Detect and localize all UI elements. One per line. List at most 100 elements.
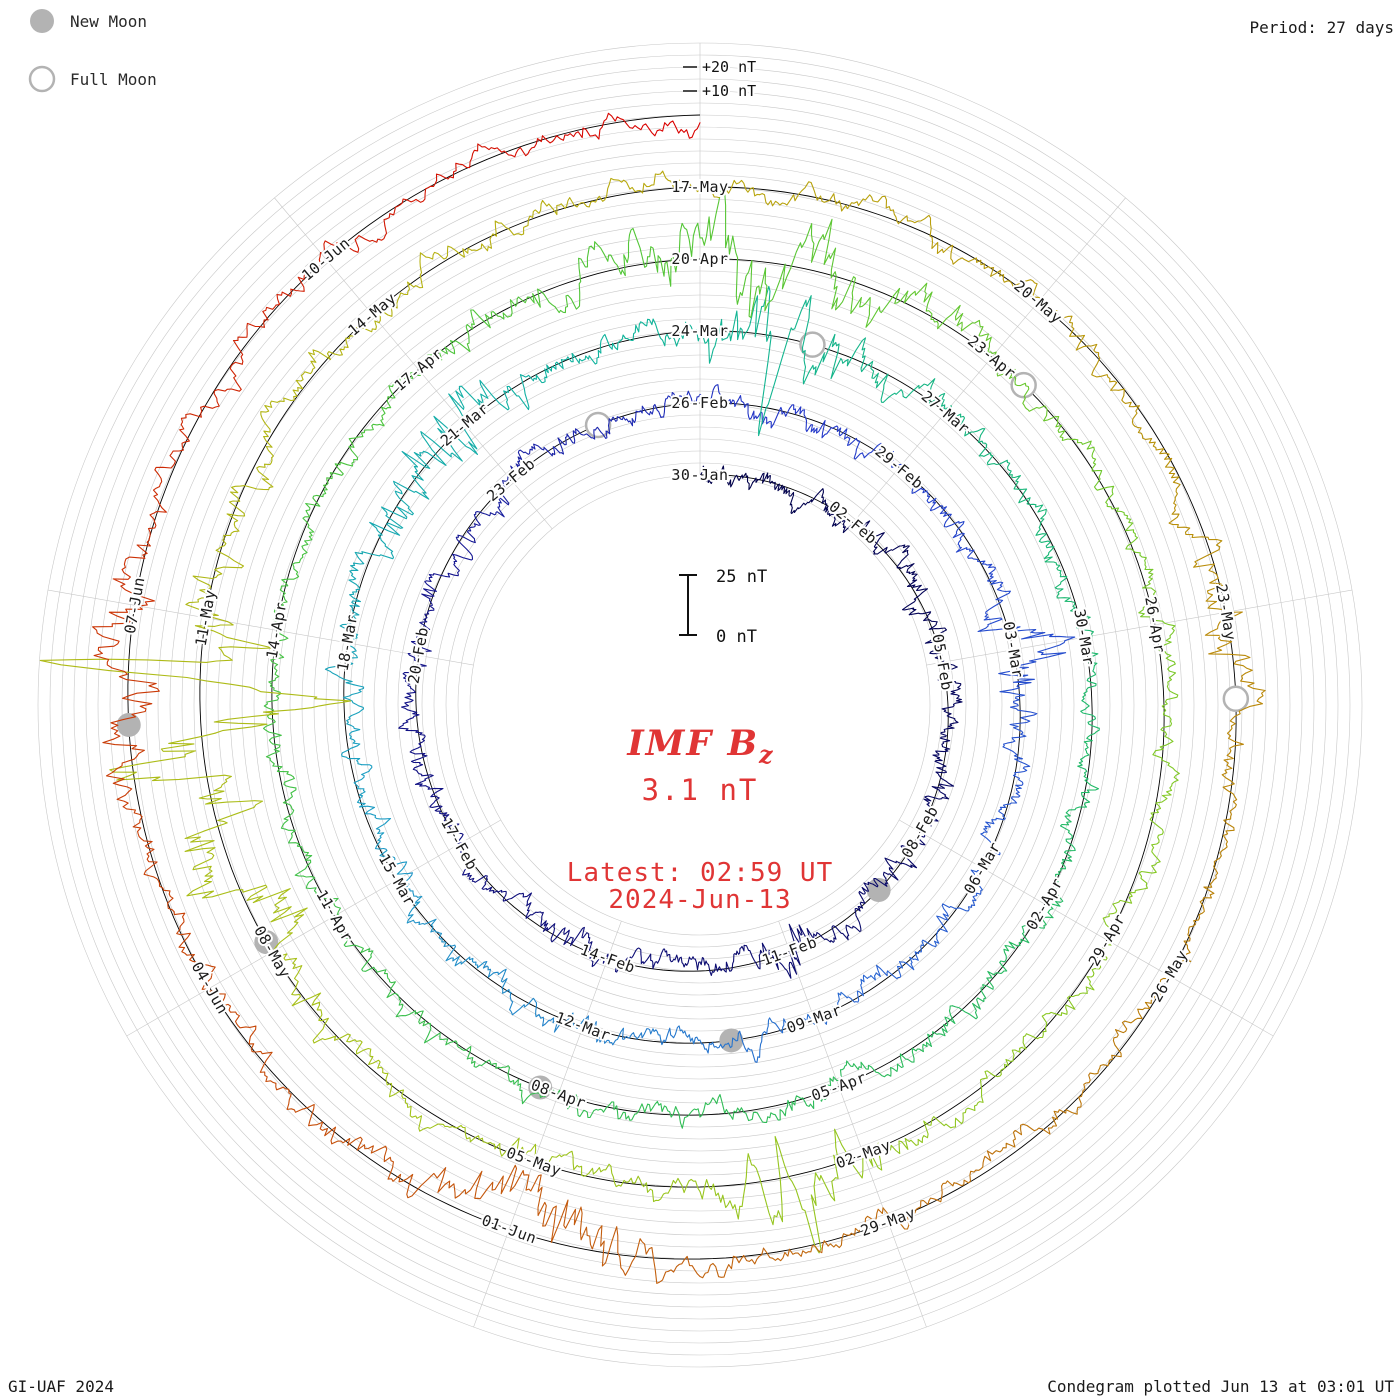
bz-trace-segment (635, 1238, 701, 1284)
bz-trace-segment (830, 333, 874, 380)
bz-trace-segment (922, 1005, 956, 1048)
bz-trace-segment (614, 318, 657, 351)
bz-trace-segment (380, 480, 415, 529)
bz-trace-segment (798, 488, 832, 513)
bz-trace-segment (1125, 518, 1154, 571)
bz-trace-segment (734, 395, 768, 425)
date-label: 12-Mar (553, 1008, 613, 1044)
bz-trace-segment (752, 472, 780, 492)
bz-trace-segment (147, 469, 167, 541)
bz-trace-segment (977, 617, 1076, 642)
bz-trace-segment (970, 865, 985, 908)
bz-trace-segment (509, 991, 544, 1019)
bz-trace-segment (109, 732, 232, 792)
bz-trace-segment (423, 1025, 472, 1060)
bz-trace-segment (632, 120, 701, 139)
new-moon-label: New Moon (70, 12, 147, 31)
bz-trace-segment (923, 776, 955, 805)
bz-trace-segment (863, 442, 903, 468)
bz-trace-segment (281, 535, 313, 581)
bz-trace-segment (387, 1167, 456, 1199)
baseline-spiral-path (127, 114, 1237, 1260)
date-label: 23-Feb (483, 455, 538, 506)
bz-trace-segment (440, 814, 464, 845)
bz-trace-segment (993, 1123, 1054, 1153)
bz-trace-segment (965, 1067, 1006, 1112)
bz-trace-segment (361, 950, 396, 999)
grid-spoke (473, 921, 622, 1328)
bz-trace-segment (937, 661, 962, 691)
date-label: 26-Feb (671, 394, 728, 412)
bz-trace-segment (1221, 735, 1244, 801)
bz-trace-segment (836, 427, 865, 460)
bz-trace-segment (758, 942, 798, 979)
bz-trace-segment (820, 193, 886, 212)
bz-trace-segment (1093, 473, 1132, 520)
bz-trace-segment (580, 177, 641, 208)
bz-trace-segment (550, 926, 585, 947)
bz-trace-segment (346, 1034, 389, 1080)
bz-trace-segment (967, 548, 996, 582)
bz-trace-segment (525, 197, 582, 227)
bz-trace-segment (286, 1092, 337, 1145)
bz-trace-segment (924, 632, 945, 663)
full-moon-icon (28, 65, 56, 93)
bz-trace-segment (503, 374, 537, 411)
new-moon-marker (116, 712, 141, 737)
bz-trace-segment (275, 252, 322, 306)
bz-trace-segment (319, 225, 388, 254)
bz-trace-segment (454, 1164, 530, 1200)
bz-trace-segment (882, 1185, 943, 1230)
bz-trace-segment (284, 828, 313, 877)
baseline-spiral (127, 114, 1237, 1260)
bz-trace-segment (777, 484, 800, 515)
bz-trace-segment (978, 828, 1001, 869)
bz-trace-segment (1039, 298, 1086, 351)
bz-trace-segment (435, 143, 498, 182)
bz-trace-segment (302, 875, 342, 915)
bz-trace-segment (941, 689, 963, 721)
bz-trace-segment (326, 320, 380, 356)
bz-trace-segment (943, 520, 971, 553)
bz-trace-segment (1048, 861, 1067, 910)
bz-trace-segment (999, 685, 1038, 725)
bz-trace-segment (699, 957, 732, 977)
bz-trace-segment (290, 349, 332, 402)
date-label: 18-Mar (334, 613, 362, 672)
grid-spoke (48, 589, 474, 666)
bz-trace-segment (112, 539, 155, 607)
bz-trace-segment (782, 295, 836, 385)
radial-scale-label: +10 nT (702, 82, 756, 100)
bz-trace-segment (421, 588, 437, 623)
bz-trace-segment (426, 786, 448, 817)
bz-trace-segment (280, 776, 297, 830)
bz-trace-segment (660, 1025, 701, 1046)
bz-trace-segment (468, 874, 503, 894)
imf-title-main: IMF B (626, 723, 759, 764)
bz-trace-segment (353, 764, 373, 808)
date-label: 30-Jan (671, 466, 728, 484)
bz-trace-segment (643, 1177, 701, 1203)
bz-trace-segment (334, 913, 371, 954)
bz-trace-segment (110, 670, 160, 740)
bz-trace-segment (654, 321, 701, 347)
bz-trace-segment (102, 738, 145, 808)
bz-trace-segment (993, 351, 1030, 399)
bz-trace-segment (664, 390, 701, 407)
bz-trace-segment (987, 266, 1042, 300)
bz-trace-segment (726, 472, 754, 491)
bz-trace-segment (631, 403, 666, 424)
bz-trace-segment (215, 501, 246, 569)
scale-bar-top-label: 25 nT (716, 567, 767, 587)
bz-trace-segment (418, 340, 466, 374)
bz-trace-segment (908, 611, 948, 634)
bz-trace-segment (510, 1078, 561, 1105)
bz-trace-segment (901, 579, 929, 616)
plotted-at-label: Condegram plotted Jun 13 at 03:01 UT (1047, 1377, 1394, 1396)
bz-trace-segment (762, 1240, 829, 1262)
bz-trace-segment (588, 1163, 645, 1188)
bz-trace-segment (885, 1043, 924, 1077)
bz-trace-segment (460, 842, 472, 877)
bz-trace-segment (977, 440, 1012, 476)
